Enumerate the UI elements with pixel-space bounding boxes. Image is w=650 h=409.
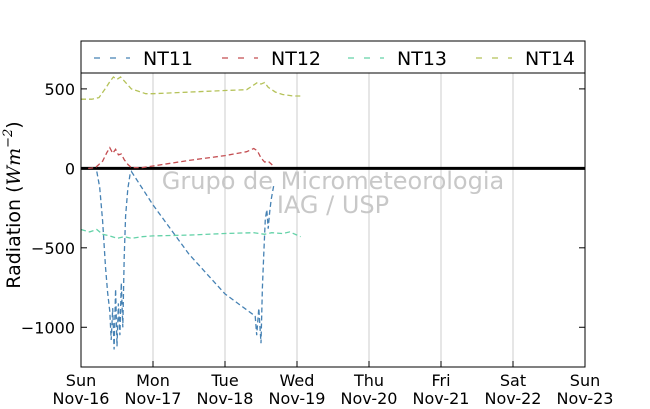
x-tick-label-day: Wed — [280, 371, 315, 390]
watermark-line-1: Grupo de Micrometeorologia — [162, 167, 504, 195]
y-axis-label: Radiation (Wm−2) — [1, 121, 25, 288]
y-axis-label-suffix: ) — [3, 121, 25, 128]
legend-label-nt12: NT12 — [271, 48, 321, 70]
y-tick-label: −500 — [31, 239, 75, 258]
series-lines — [80, 76, 301, 350]
watermark-line-2: IAG / USP — [277, 191, 389, 219]
x-tick-label-day: Thu — [353, 371, 384, 390]
legend-label-nt13: NT13 — [397, 48, 447, 70]
x-tick-label-day: Tue — [210, 371, 238, 390]
watermark: Grupo de Micrometeorologia IAG / USP — [162, 167, 504, 219]
y-axis-label-prefix: Radiation ( — [3, 185, 25, 288]
x-tick-label-day: Sat — [500, 371, 526, 390]
x-tick-label-day: Sun — [570, 371, 600, 390]
x-tick-label-date: Nov-17 — [125, 389, 182, 408]
plot-frame — [80, 40, 586, 368]
x-tick-label-date: Nov-16 — [53, 389, 110, 408]
y-tick-label: −1000 — [21, 318, 75, 337]
x-tick-label-date: Nov-22 — [485, 389, 542, 408]
legend-label-nt14: NT14 — [525, 48, 575, 70]
x-tick-label-date: Nov-18 — [197, 389, 254, 408]
series-line-nt12 — [88, 146, 273, 170]
x-tick-label-day: Mon — [136, 371, 170, 390]
y-axis-label-exponent: −2 — [1, 129, 16, 148]
x-tick-label-date: Nov-20 — [341, 389, 398, 408]
axis-ticks: 5000−500−1000SunNov-16MonNov-17TueNov-18… — [21, 80, 614, 408]
x-tick-label-day: Fri — [431, 371, 450, 390]
y-tick-label: 0 — [65, 159, 75, 178]
x-tick-label-date: Nov-19 — [269, 389, 326, 408]
series-line-nt13 — [80, 228, 301, 239]
y-tick-label: 500 — [44, 80, 75, 99]
legend-label-nt11: NT11 — [143, 48, 193, 70]
y-axis-label-unit: Wm — [3, 148, 25, 186]
x-tick-label-date: Nov-23 — [557, 389, 614, 408]
x-tick-label-date: Nov-21 — [413, 389, 470, 408]
x-tick-label-day: Sun — [66, 371, 96, 390]
grid-lines — [152, 73, 514, 367]
legend: NT11 NT12 NT13 NT14 — [81, 48, 585, 74]
series-line-nt14 — [81, 76, 301, 100]
series-line-nt11 — [96, 170, 275, 350]
